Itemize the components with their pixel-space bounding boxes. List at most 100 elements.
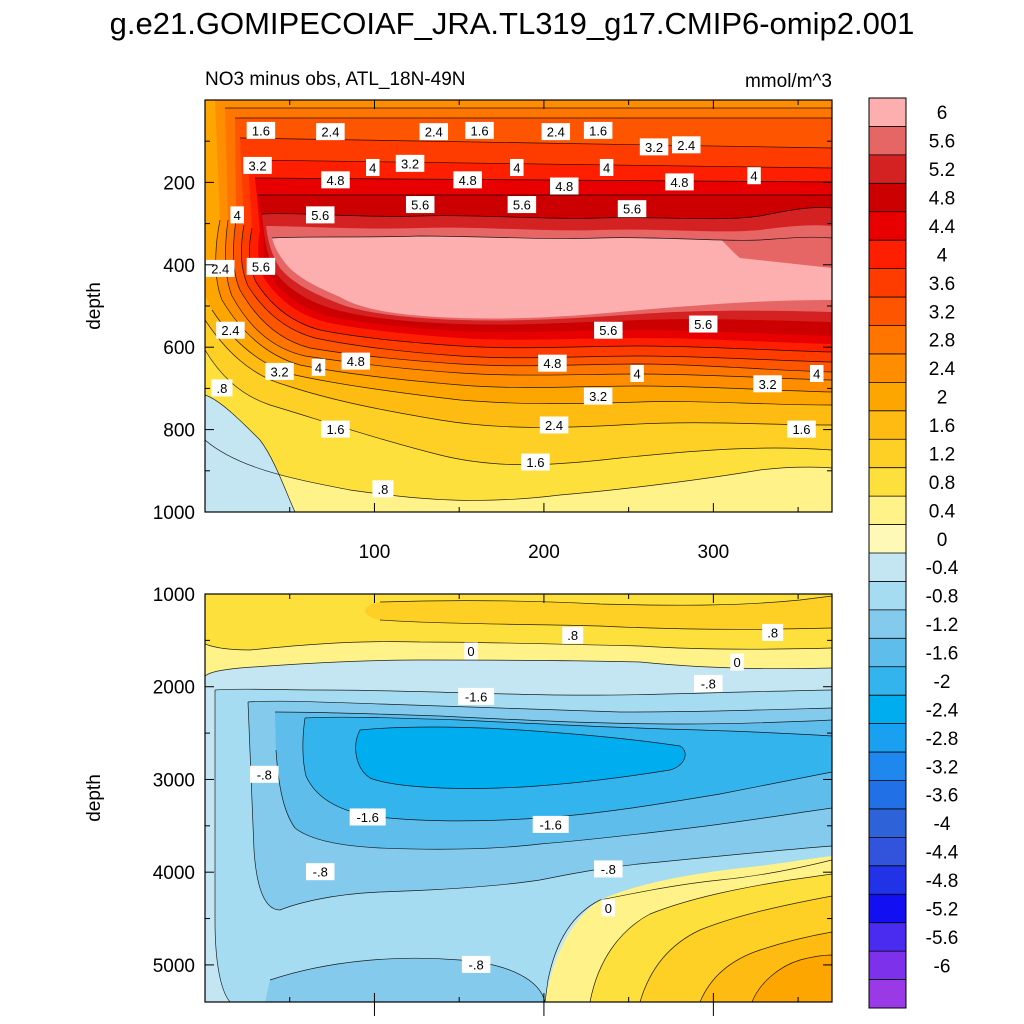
contour-label: 5.6: [507, 196, 537, 214]
contour-label: 0: [464, 642, 478, 660]
upper-band-6: [272, 236, 832, 319]
contour-label: 2.4: [206, 259, 235, 277]
colorbar-swatch: [869, 695, 906, 725]
contour-label-text: 1.6: [252, 123, 270, 138]
colorbar-label: 0.8: [929, 473, 955, 494]
contour-label: 5.6: [305, 206, 335, 224]
contour-label-box: [639, 138, 669, 156]
lower-contour-labels: .8 .8 0 0 -.8 -1.6 -.8 -1.6 -1.6 -.8 -.8 0 -.8: [250, 623, 784, 973]
contour-label-box: [538, 354, 567, 372]
contour-label: 1.6: [521, 453, 550, 471]
colorbar-label: -5.2: [926, 899, 959, 920]
colorbar-label: 4: [937, 245, 948, 266]
contour-label-text: 2.4: [211, 261, 229, 276]
contour-label-box: [265, 362, 294, 380]
contour-label-box: [730, 653, 744, 671]
colorbar-label: -4.8: [926, 871, 959, 892]
contour-label: -1.6: [349, 808, 386, 826]
contour-label-text: 4.8: [326, 173, 344, 188]
contour-label: 4.8: [550, 177, 579, 195]
contour-label: 3.2: [395, 154, 425, 172]
colorbar-label: 1.6: [929, 416, 955, 437]
colorbar-label: -3.6: [926, 786, 959, 807]
contour-label-text: 5.6: [252, 259, 270, 274]
colorbar-swatch: [869, 609, 906, 639]
y-tick-label: 3000: [153, 770, 195, 791]
contour-label-box: [316, 123, 345, 141]
contour-label-box: [453, 171, 482, 189]
contour-label-text: -1.6: [356, 810, 378, 825]
colorbar-swatch: [869, 979, 906, 1009]
contour-label-box: [349, 808, 386, 826]
contour-label-box: [521, 453, 550, 471]
contour-label-text: 3.2: [401, 156, 419, 171]
upper-panel-units: mmol/m^3: [745, 71, 832, 92]
colorbar-swatch: [869, 496, 906, 526]
colorbar-swatch: [869, 922, 906, 952]
contour-label-text: 4: [369, 160, 376, 175]
contour-label: -.8: [594, 860, 623, 878]
contour-label: .8: [762, 623, 784, 641]
contour-label-box: [395, 154, 425, 172]
contour-label-text: 3.2: [589, 389, 607, 404]
y-tick-label: 1000: [153, 585, 195, 606]
contour-label: 3.2: [639, 138, 669, 156]
contour-label-text: 5.6: [623, 202, 641, 217]
colorbar-label: -2.4: [926, 700, 959, 721]
contour-label-text: 4.8: [459, 173, 477, 188]
contour-label-box: [461, 955, 491, 973]
colorbar-swatch: [869, 837, 906, 867]
colorbar-swatch: [869, 98, 906, 127]
contour-label: 4.8: [453, 171, 482, 189]
lower-band-pos-top3: [365, 596, 832, 630]
colorbar: 6 5.6 5.2 4.8 4.4 4 3.6 3.2 2.8 2.4 2 1.6 1.2 0.8 0.4 0…: [868, 97, 959, 1009]
colorbar-label: 2: [937, 388, 948, 409]
contour-label-text: 1.6: [792, 422, 810, 437]
contour-label: -.8: [694, 674, 723, 692]
contour-label-text: 4: [750, 169, 757, 184]
colorbar-swatch: [869, 780, 906, 810]
contour-label-box: [532, 815, 569, 833]
colorbar-swatch: [869, 723, 906, 753]
colorbar-swatch: [869, 240, 906, 270]
contour-label: -1.6: [532, 815, 569, 833]
contour-label: 5.6: [246, 257, 276, 275]
contour-label-text: 5.6: [411, 198, 429, 213]
colorbar-label: 2.4: [929, 359, 956, 380]
contour-label-box: [507, 196, 537, 214]
x-tick-label: 200: [528, 542, 560, 563]
contour-label-box: [372, 480, 394, 498]
upper-band-neg: [205, 395, 295, 512]
colorbar-label: -0.4: [926, 558, 959, 579]
contour-label-text: 2.4: [545, 418, 563, 433]
contour-label: 2.4: [316, 123, 345, 141]
contour-label-text: -.8: [601, 862, 616, 877]
colorbar-swatch: [869, 894, 906, 924]
contour-label: 2.4: [419, 123, 449, 141]
contour-label-text: -.8: [257, 767, 272, 782]
contour-label-box: [419, 123, 449, 141]
contour-label-box: [541, 123, 571, 141]
colorbar-label: -5.6: [926, 928, 959, 949]
colorbar-label: -6: [934, 956, 951, 977]
contour-label-text: .8: [767, 625, 778, 640]
upper-contour-labels: 1.6 2.4 2.4 1.6 2.4 1.63.2 2.43.24.84 3.24.844.…: [206, 121, 824, 498]
y-tick-label: 400: [163, 256, 195, 277]
y-tick-label: 2000: [153, 678, 195, 699]
contour-label-box: [787, 420, 816, 438]
contour-label-box: [246, 121, 276, 139]
colorbar-swatch: [869, 951, 906, 981]
contour-label: 1.6: [246, 121, 276, 139]
contour-label-box: [230, 206, 244, 224]
contour-label: 1.6: [465, 121, 494, 139]
contour-label: 4: [311, 358, 326, 376]
contour-label-text: 5.6: [513, 198, 531, 213]
contour-label-text: 1.6: [326, 422, 344, 437]
contour-label-box: [617, 200, 647, 218]
contour-label-text: .8: [217, 381, 228, 396]
contour-label-text: 5.6: [599, 323, 617, 338]
colorbar-swatch: [869, 581, 906, 611]
colorbar-label: -2: [934, 672, 951, 693]
contour-label-box: [211, 379, 233, 397]
contour-label: -.8: [461, 955, 491, 973]
